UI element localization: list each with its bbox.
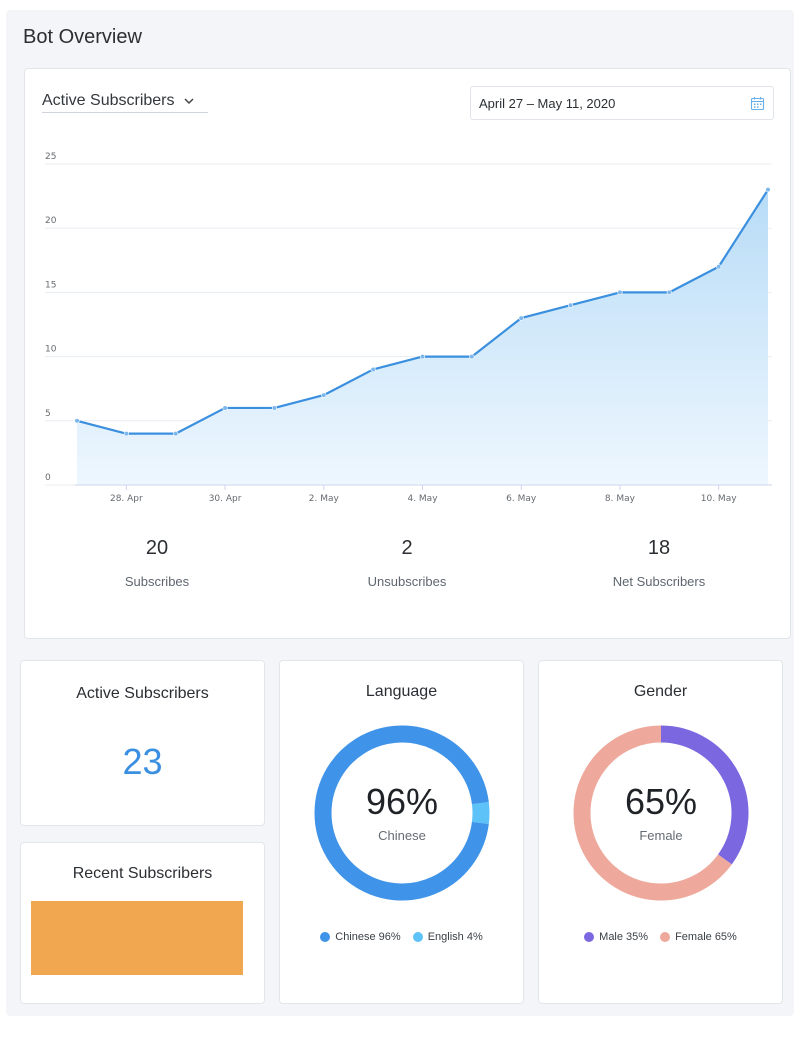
data-point[interactable] xyxy=(271,405,278,411)
legend-label: English 4% xyxy=(427,931,483,943)
data-point[interactable] xyxy=(370,366,376,373)
x-tick-label: 4. May xyxy=(407,494,438,504)
x-tick-label: 28. Apr xyxy=(110,494,143,504)
card-title: Gender xyxy=(633,683,688,700)
data-point[interactable] xyxy=(765,187,771,193)
data-point[interactable] xyxy=(321,392,327,398)
gender-card: Gender 65% Female Male 35% Female 65% xyxy=(538,660,783,1004)
x-tick-label: 2. May xyxy=(309,494,340,504)
data-point[interactable] xyxy=(123,431,129,437)
area-fill xyxy=(77,189,768,485)
x-tick-label: 8. May xyxy=(605,494,636,504)
card-title: Active Subscribers xyxy=(76,685,209,702)
language-card: Language 96% Chinese Chinese 96% English… xyxy=(279,660,524,1004)
legend-dot xyxy=(412,932,423,942)
x-tick-label: 6. May xyxy=(506,494,537,504)
legend-dot xyxy=(584,932,595,942)
language-slice-english[interactable] xyxy=(471,802,490,824)
stat-subscribes: 20 Subscribes xyxy=(57,537,257,589)
stat-value: 20 xyxy=(145,537,169,559)
data-point[interactable] xyxy=(74,418,80,424)
data-point[interactable] xyxy=(469,354,475,360)
y-tick-label: 10 xyxy=(45,345,57,355)
x-tick-label: 10. May xyxy=(701,494,737,504)
y-tick-label: 25 xyxy=(45,152,56,162)
recent-subscribers-card: Recent Subscribers xyxy=(20,842,265,1004)
y-tick-label: 0 xyxy=(45,473,51,483)
stat-label: Subscribes xyxy=(124,574,190,589)
data-point[interactable] xyxy=(617,289,623,295)
gender-donut-chart xyxy=(573,725,749,901)
legend-item-chinese[interactable]: Chinese 96% xyxy=(320,931,401,943)
legend-item-male[interactable]: Male 35% xyxy=(584,931,648,943)
legend-dot xyxy=(320,932,331,942)
x-tick-label: 30. Apr xyxy=(209,494,242,504)
date-range-value: April 27 – May 11, 2020 xyxy=(479,95,616,111)
donut-center-label: Female xyxy=(639,827,683,843)
y-tick-label: 5 xyxy=(45,409,51,419)
stat-label: Unsubscribes xyxy=(367,574,447,589)
metric-dropdown-label: Active Subscribers xyxy=(42,92,175,109)
data-point[interactable] xyxy=(419,354,426,360)
data-point[interactable] xyxy=(567,302,574,308)
gender-slice-1[interactable] xyxy=(573,725,732,901)
donut-center-value: 65% xyxy=(624,780,698,822)
y-tick-label: 15 xyxy=(45,280,56,290)
language-donut-chart xyxy=(314,725,490,901)
stat-value: 2 xyxy=(401,537,413,559)
card-title: Recent Subscribers xyxy=(72,865,213,882)
legend-item-female[interactable]: Female 65% xyxy=(660,931,737,943)
page-title: Bot Overview xyxy=(23,26,142,48)
stat-value: 18 xyxy=(647,537,671,559)
donut-center-label: Chinese xyxy=(378,827,426,843)
data-point[interactable] xyxy=(716,264,722,270)
y-tick-label: 20 xyxy=(45,216,57,226)
card-title: Language xyxy=(365,683,438,700)
recent-subscribers-placeholder xyxy=(31,901,243,975)
calendar-icon xyxy=(750,96,765,110)
data-point[interactable] xyxy=(666,289,672,295)
date-range-picker[interactable]: April 27 – May 11, 2020 xyxy=(470,86,774,120)
gender-legend: Male 35% Female 65% xyxy=(539,931,782,943)
legend-label: Chinese 96% xyxy=(335,931,401,943)
subscribers-area-chart: 0 5 10 15 20 25 28. Apr 30. Apr 2. May 4. May 6. … xyxy=(45,152,772,504)
language-legend: Chinese 96% English 4% xyxy=(280,931,523,943)
stat-net-subscribers: 18 Net Subscribers xyxy=(559,537,759,589)
legend-dot xyxy=(660,932,671,942)
data-point[interactable] xyxy=(222,405,228,411)
data-point[interactable] xyxy=(173,431,179,437)
legend-item-english[interactable]: English 4% xyxy=(412,931,483,943)
active-subscribers-count: 23 xyxy=(122,741,163,782)
legend-label: Male 35% xyxy=(599,931,649,943)
subscribers-chart-card: Active Subscribers April 27 – May 11, 20… xyxy=(24,68,791,639)
legend-label: Female 65% xyxy=(675,931,737,943)
active-subscribers-card: Active Subscribers 23 xyxy=(20,660,265,826)
data-point[interactable] xyxy=(518,315,524,321)
metric-dropdown[interactable]: Active Subscribers xyxy=(42,90,208,113)
donut-center-value: 96% xyxy=(365,780,439,822)
gender-slice-0[interactable] xyxy=(660,725,749,865)
donut-center: 96% Chinese xyxy=(314,725,490,901)
language-slice-chinese[interactable] xyxy=(314,725,489,901)
chevron-down-icon xyxy=(183,98,194,105)
stat-label: Net Subscribers xyxy=(612,574,706,589)
stat-unsubscribes: 2 Unsubscribes xyxy=(307,537,507,589)
donut-center: 65% Female xyxy=(573,725,749,901)
